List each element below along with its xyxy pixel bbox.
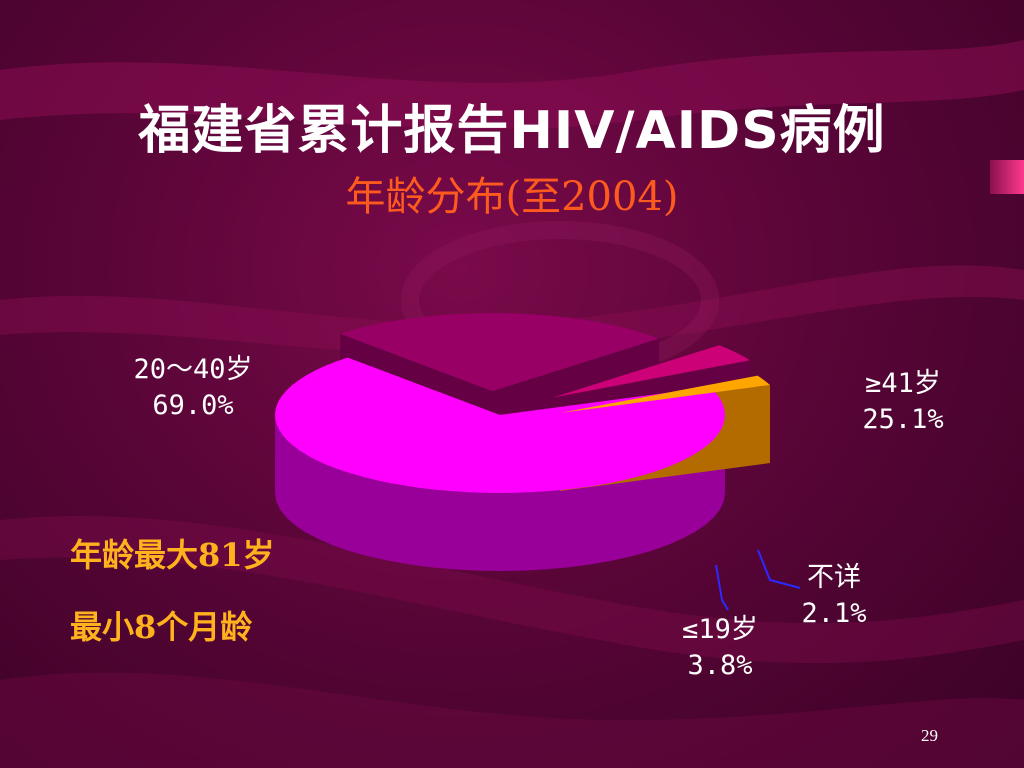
slice-name-20-40: 20～40岁	[133, 354, 253, 385]
slide-title: 福建省累计报告HIV/AIDS病例	[138, 101, 886, 161]
slice-label-19-under: ≤19岁 3.8%	[660, 612, 780, 684]
slice-label-20-40: 20～40岁 69.0%	[118, 352, 268, 424]
slice-value-41-plus: 25.1%	[862, 404, 944, 435]
slice-label-41-plus: ≥41岁 25.1%	[848, 366, 958, 438]
slice-name-19-under: ≤19岁	[682, 614, 758, 645]
pie-slice-0	[275, 357, 725, 493]
pie-slice-1	[340, 313, 659, 392]
note-oldest-age: 年龄最大81岁	[70, 536, 275, 574]
note-youngest-age: 最小8个月龄	[70, 608, 253, 646]
slice-name-unknown: 不详	[807, 562, 861, 593]
leader-line-unknown	[757, 549, 801, 589]
slice-value-20-40: 69.0%	[152, 390, 234, 421]
pie-slice-wall	[275, 415, 725, 571]
page-number: 29	[921, 726, 938, 745]
pie-slice-3	[559, 375, 770, 413]
slide-subtitle: 年龄分布(至2004)	[345, 174, 679, 220]
decorative-tab	[990, 160, 1024, 194]
slice-value-unknown: 2.1%	[801, 598, 867, 629]
pie-slice-2	[552, 345, 750, 398]
slice-label-unknown: 不详 2.1%	[784, 560, 884, 632]
slice-name-41-plus: ≥41岁	[865, 368, 941, 399]
leader-line-19-under	[715, 564, 729, 611]
slice-value-19-under: 3.8%	[687, 650, 753, 681]
